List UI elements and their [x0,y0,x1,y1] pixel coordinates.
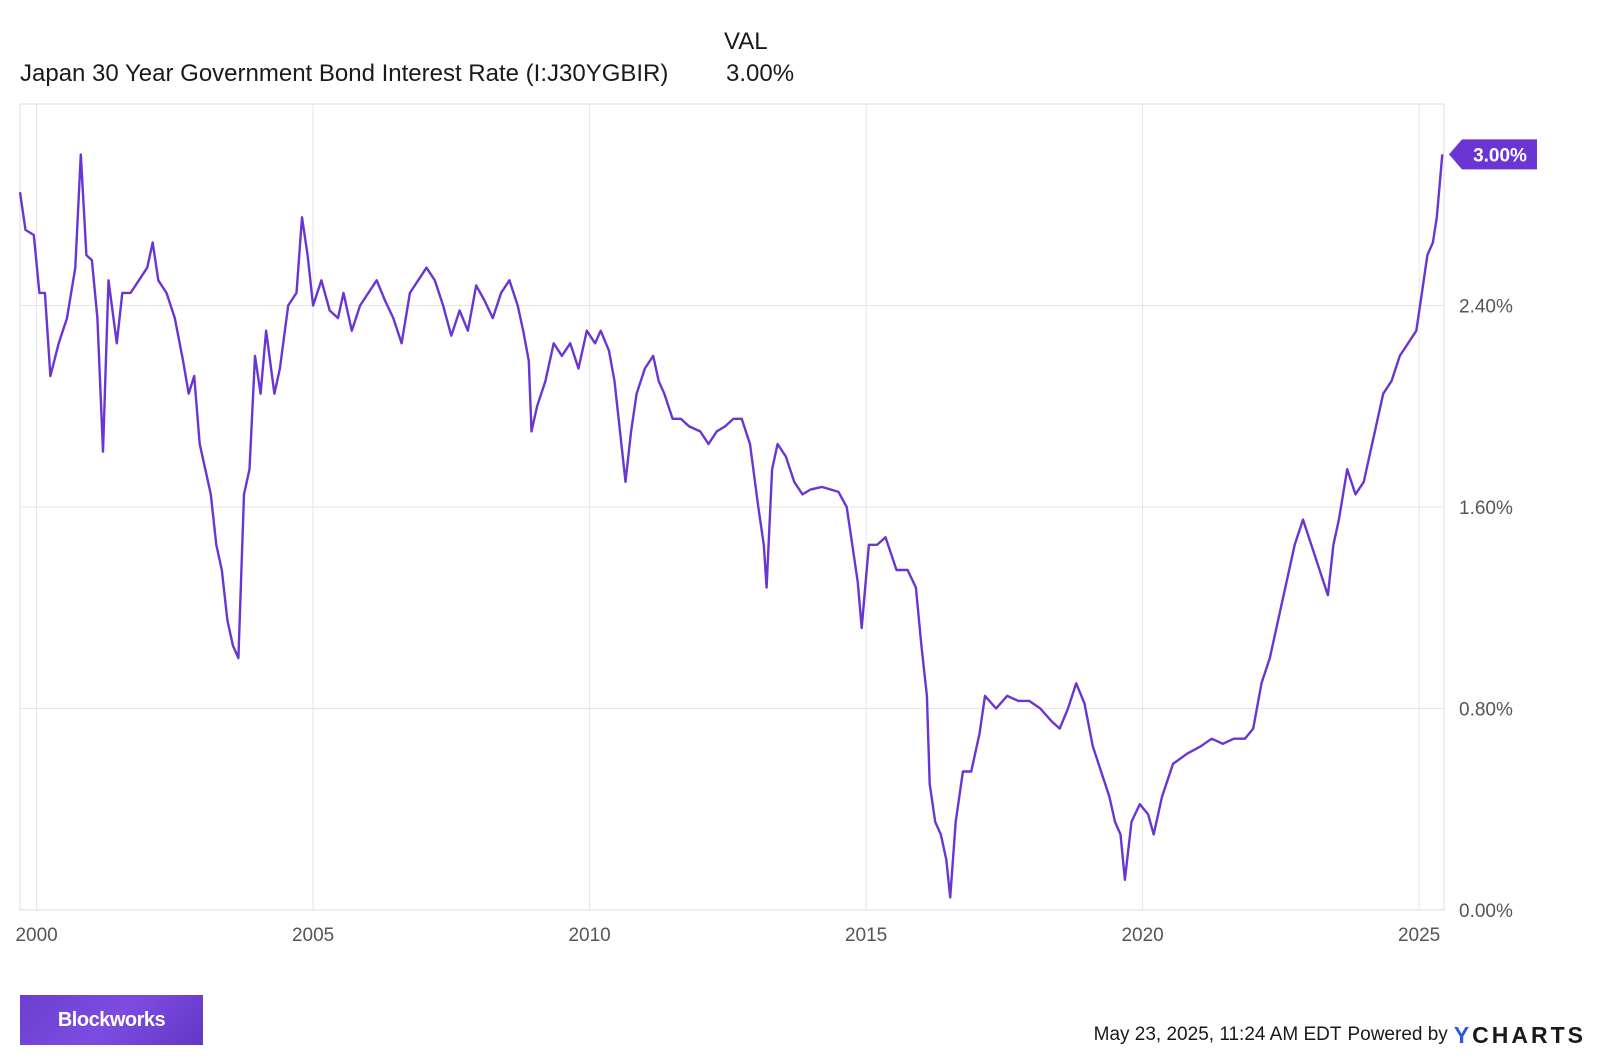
y-tick-label: 0.00% [1459,901,1513,922]
legend-row: Japan 30 Year Government Bond Interest R… [20,60,800,94]
y-tick-label: 2.40% [1459,297,1513,318]
legend-series-name[interactable]: Japan 30 Year Government Bond Interest R… [20,60,669,87]
legend-series-value: 3.00% [726,60,795,87]
x-tick-label: 2010 [568,925,610,946]
y-axis: 0.00% 0.80% 1.60% 2.40% [1459,297,1513,923]
footer-powered-by: Powered by [1347,1024,1448,1045]
blockworks-logo: Blockworks [20,995,203,1045]
blockworks-logo-text: Blockworks [57,1008,166,1031]
x-tick-label: 2005 [292,925,334,946]
series-line[interactable] [18,153,1444,899]
x-tick-label: 2015 [845,925,887,946]
footer-attribution: May 23, 2025, 11:24 AM EDT Powered by YC… [1094,1020,1586,1050]
plot-frame [19,103,1445,911]
last-value-label: 3.00% [1473,145,1527,166]
series-layer [18,153,1444,899]
last-value-badge [1449,139,1537,170]
y-tick-label: 0.80% [1459,700,1513,721]
ycharts-logo[interactable]: YCHARTS [1454,1022,1586,1049]
x-tick-label: 2020 [1121,925,1163,946]
footer-timestamp: May 23, 2025, 11:24 AM EDT [1093,1024,1342,1045]
grid-lines [20,104,1444,911]
legend-column-header: VAL [724,28,768,55]
last-value-tag: 3.00% [1449,139,1537,170]
y-tick-label: 1.60% [1459,498,1513,519]
x-tick-label: 2000 [15,925,57,946]
ycharts-logo-y: Y [1453,1021,1473,1048]
line-chart: 2000 2005 2010 2015 2020 2025 0.00% 0.80% 1.60%… [15,103,1537,946]
ycharts-logo-rest: CHARTS [1472,1021,1586,1048]
x-tick-label: 2025 [1398,925,1440,946]
x-axis: 2000 2005 2010 2015 2020 2025 [15,925,1440,946]
